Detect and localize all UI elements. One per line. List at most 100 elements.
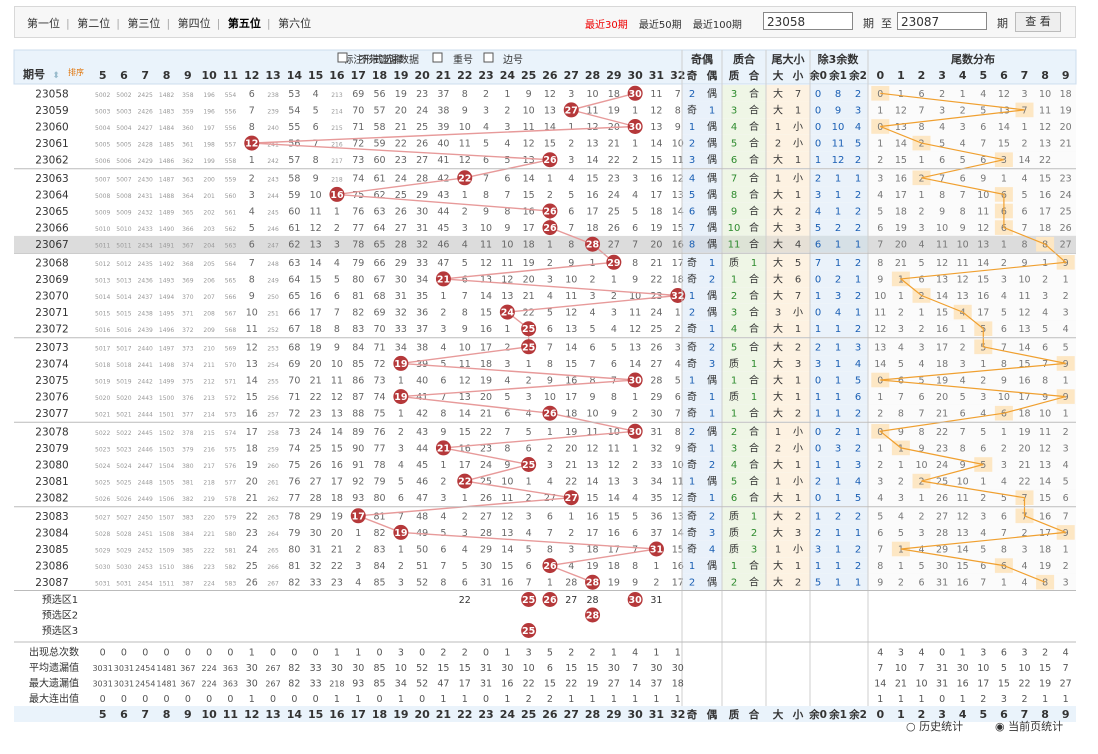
- missing-value: 11: [587, 105, 599, 116]
- history-stats-option[interactable]: ○ 历史统计: [906, 720, 964, 733]
- missing-value: 8: [590, 376, 596, 387]
- m3-bg: [810, 404, 868, 422]
- missing-value: 20: [523, 274, 535, 285]
- missing-value: 2449: [138, 496, 153, 503]
- tail-value: 15: [1039, 493, 1051, 504]
- missing-value: 21: [608, 139, 620, 150]
- tail-value: 8: [1021, 240, 1027, 251]
- missing-value: 76: [374, 427, 386, 438]
- attribute-value: 5: [815, 578, 821, 589]
- start-issue-input[interactable]: 23058: [763, 12, 853, 30]
- missing-value: 8: [249, 274, 255, 285]
- query-button[interactable]: 查 看: [1015, 12, 1061, 32]
- header-border: [13, 49, 1077, 85]
- sub-header: 合: [748, 69, 760, 82]
- missing-value: 205: [203, 261, 215, 268]
- tail-value: 9: [960, 460, 966, 471]
- missing-value: 66: [288, 308, 300, 319]
- missing-value: 80: [374, 493, 386, 504]
- missing-value: 30: [310, 528, 322, 539]
- stat-value: 367: [180, 680, 195, 689]
- tab-position-2[interactable]: 第二位: [77, 17, 111, 30]
- attribute-value: 1: [709, 493, 715, 504]
- pc-bg: [722, 219, 766, 236]
- attribute-value: 0: [815, 105, 821, 116]
- number-column-footer: 21: [436, 708, 451, 721]
- missing-value: 17: [608, 545, 620, 556]
- tab-position-5[interactable]: 第五位: [227, 17, 261, 30]
- missing-value: 4: [526, 409, 532, 420]
- tab-position-6[interactable]: 第六位: [278, 17, 312, 30]
- issue-number: 23086: [35, 561, 69, 573]
- missing-value: 16: [501, 578, 513, 589]
- attribute-value: 2: [815, 173, 821, 184]
- attribute-value: 2: [709, 274, 715, 285]
- missing-value: 376: [182, 395, 194, 402]
- hit-ball-number: 28: [586, 240, 600, 251]
- missing-value: 11: [310, 207, 322, 218]
- missing-value: 42: [416, 409, 428, 420]
- tail-value: 10: [915, 460, 927, 471]
- tail-stat-value: 3: [1021, 648, 1027, 659]
- period-100-link[interactable]: 最近100期: [692, 20, 742, 31]
- missing-value: 2: [249, 173, 255, 184]
- missing-value: 11: [672, 155, 684, 166]
- missing-value: 93: [352, 493, 364, 504]
- end-issue-input[interactable]: 23087: [897, 12, 987, 30]
- missing-value: 2: [653, 578, 659, 589]
- stat-value: 30: [672, 663, 684, 674]
- tab-position-3[interactable]: 第三位: [127, 17, 161, 30]
- missing-value: 204: [203, 243, 215, 250]
- stat-value: 1: [590, 694, 596, 705]
- m3-bg: [810, 287, 868, 304]
- missing-value: 15: [523, 190, 535, 201]
- attribute-value: 1: [835, 240, 841, 251]
- stat-value: 93: [352, 679, 364, 690]
- period-50-link[interactable]: 最近50期: [638, 20, 682, 31]
- sub-header: 奇: [687, 69, 698, 82]
- stat-value: 0: [377, 648, 383, 659]
- missing-value: 7: [504, 190, 510, 201]
- period-30-link[interactable]: 最近30期: [585, 20, 628, 31]
- missing-value: 2435: [138, 261, 153, 268]
- tail-value: 6: [980, 561, 986, 572]
- missing-value: 59: [288, 190, 300, 201]
- missing-value: 48: [416, 511, 428, 522]
- tab-position-4[interactable]: 第四位: [177, 17, 211, 30]
- preselect-number: 27: [565, 595, 577, 606]
- missing-value: 27: [650, 359, 662, 370]
- m3-bg: [810, 320, 868, 337]
- missing-value: 62: [288, 240, 300, 251]
- attribute-value: 3: [689, 155, 695, 166]
- tail-value: 1: [1063, 376, 1069, 387]
- missing-value: 11: [459, 139, 471, 150]
- missing-value: 8: [504, 207, 510, 218]
- attribute-value: 奇: [687, 458, 697, 471]
- hit-ball-number: 24: [501, 308, 515, 319]
- hit-ball: [393, 389, 409, 405]
- attribute-value: 5: [855, 493, 861, 504]
- attribute-value: 3: [751, 545, 757, 556]
- issue-number: 23075: [35, 375, 68, 387]
- tail-value: 8: [1042, 240, 1048, 251]
- attribute-value: 1: [689, 561, 695, 572]
- attribute-value: 偶: [707, 171, 717, 184]
- tail-value: 1: [918, 190, 924, 201]
- bs-bg: [766, 472, 810, 490]
- tab-position-1[interactable]: 第一位: [27, 17, 60, 30]
- attribute-value: 0: [815, 122, 821, 133]
- tail-value: 7: [980, 139, 986, 150]
- missing-value: 1: [334, 207, 340, 218]
- missing-value: 9: [504, 460, 510, 471]
- pc-bg: [722, 101, 766, 119]
- missing-value: 43: [416, 427, 428, 438]
- pc-bg: [722, 202, 766, 220]
- hit-ball-number: 26: [543, 207, 557, 218]
- current-page-stats-option[interactable]: ◉ 当前页统计: [995, 720, 1064, 733]
- attribute-value: 大: [773, 576, 783, 589]
- tail-value: 17: [1039, 528, 1051, 539]
- tail-value: 29: [936, 545, 948, 556]
- tail-value: 3: [960, 359, 966, 370]
- pc-bg: [722, 169, 766, 187]
- attribute-value: 合: [749, 221, 759, 234]
